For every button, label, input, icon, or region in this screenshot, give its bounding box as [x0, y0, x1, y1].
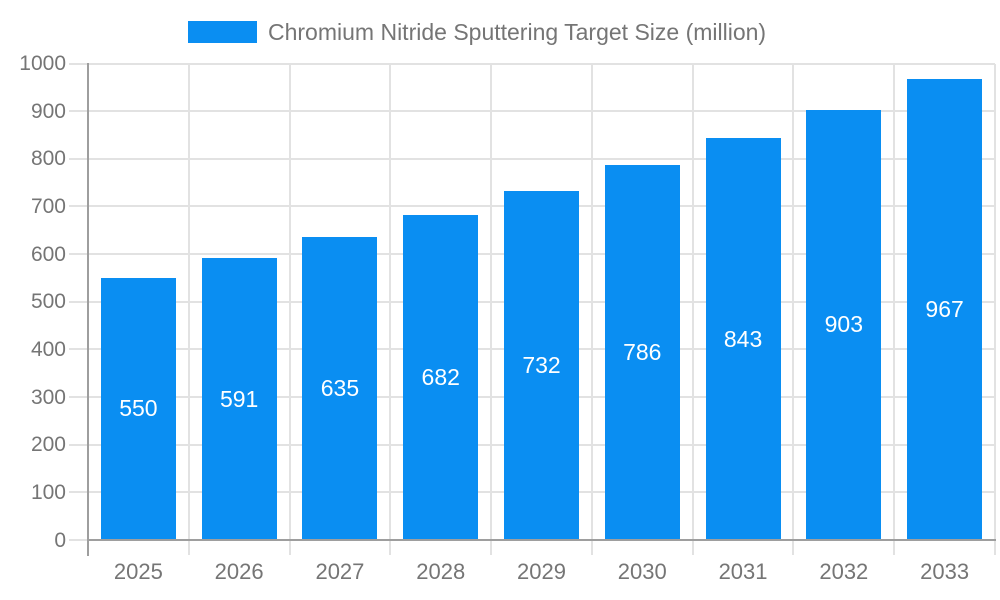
y-axis-tick-label: 600 — [30, 242, 66, 266]
y-axis-tick-label: 700 — [30, 194, 66, 218]
bar-2033[interactable] — [907, 79, 983, 540]
x-axis-tick-label: 2027 — [315, 559, 365, 584]
y-axis-tick-label: 900 — [30, 99, 66, 123]
bar-value-label: 635 — [320, 375, 360, 402]
bar-2031[interactable] — [705, 138, 781, 540]
y-axis-line — [87, 63, 89, 556]
y-axis-tick-label: 0 — [54, 528, 66, 552]
x-gridline — [389, 63, 392, 555]
y-gridline — [69, 62, 995, 65]
bar-value-label: 682 — [421, 364, 460, 390]
bar-2030[interactable] — [604, 165, 680, 540]
x-gridline — [893, 63, 896, 555]
y-gridline — [69, 110, 995, 113]
legend-swatch-icon[interactable] — [188, 21, 257, 43]
x-gridline — [187, 63, 190, 555]
bar-value-label: 843 — [723, 325, 763, 352]
y-axis-tick-label: 100 — [30, 480, 66, 504]
bar-value-label: 591 — [219, 385, 259, 412]
legend-label[interactable]: Chromium Nitride Sputtering Target Size … — [268, 19, 767, 45]
x-axis-tick-label: 2032 — [819, 559, 869, 584]
y-axis-tick-label: 400 — [30, 337, 66, 361]
bar-2028[interactable] — [403, 215, 479, 540]
bar-2025[interactable] — [100, 277, 176, 540]
y-gridline — [69, 157, 995, 160]
bar-2027[interactable] — [302, 237, 378, 540]
x-axis-tick-label: 2026 — [214, 559, 264, 584]
y-axis-tick-label: 1000 — [19, 52, 66, 75]
x-axis-tick-label: 2033 — [920, 559, 970, 584]
x-axis-tick-label: 2029 — [517, 559, 566, 584]
x-axis-tick-label: 2030 — [617, 559, 667, 584]
y-axis-tick-label: 500 — [30, 290, 66, 314]
y-axis-tick-label: 300 — [30, 385, 66, 409]
bar-2032[interactable] — [806, 109, 882, 540]
bar-value-label: 967 — [925, 296, 964, 323]
x-axis-tick-label: 2025 — [113, 559, 163, 584]
x-gridline — [490, 63, 493, 555]
bar-2029[interactable] — [504, 191, 579, 540]
x-gridline — [691, 63, 694, 555]
x-gridline — [590, 63, 593, 555]
y-axis-tick-label: 800 — [30, 147, 66, 171]
x-axis-tick-label: 2028 — [416, 559, 466, 584]
bar-value-label: 786 — [623, 339, 662, 366]
legend: Chromium Nitride Sputtering Target Size … — [0, 19, 1000, 45]
x-gridline — [288, 63, 291, 555]
y-axis-tick-label: 200 — [30, 433, 66, 457]
bar-value-label: 903 — [824, 311, 864, 338]
x-axis-line — [87, 539, 996, 541]
bar-value-label: 550 — [119, 395, 158, 422]
x-gridline — [994, 63, 996, 555]
bar-value-label: 732 — [522, 352, 561, 379]
x-gridline — [792, 63, 795, 555]
x-axis-tick-label: 2031 — [718, 559, 768, 584]
bar-2026[interactable] — [201, 258, 277, 540]
